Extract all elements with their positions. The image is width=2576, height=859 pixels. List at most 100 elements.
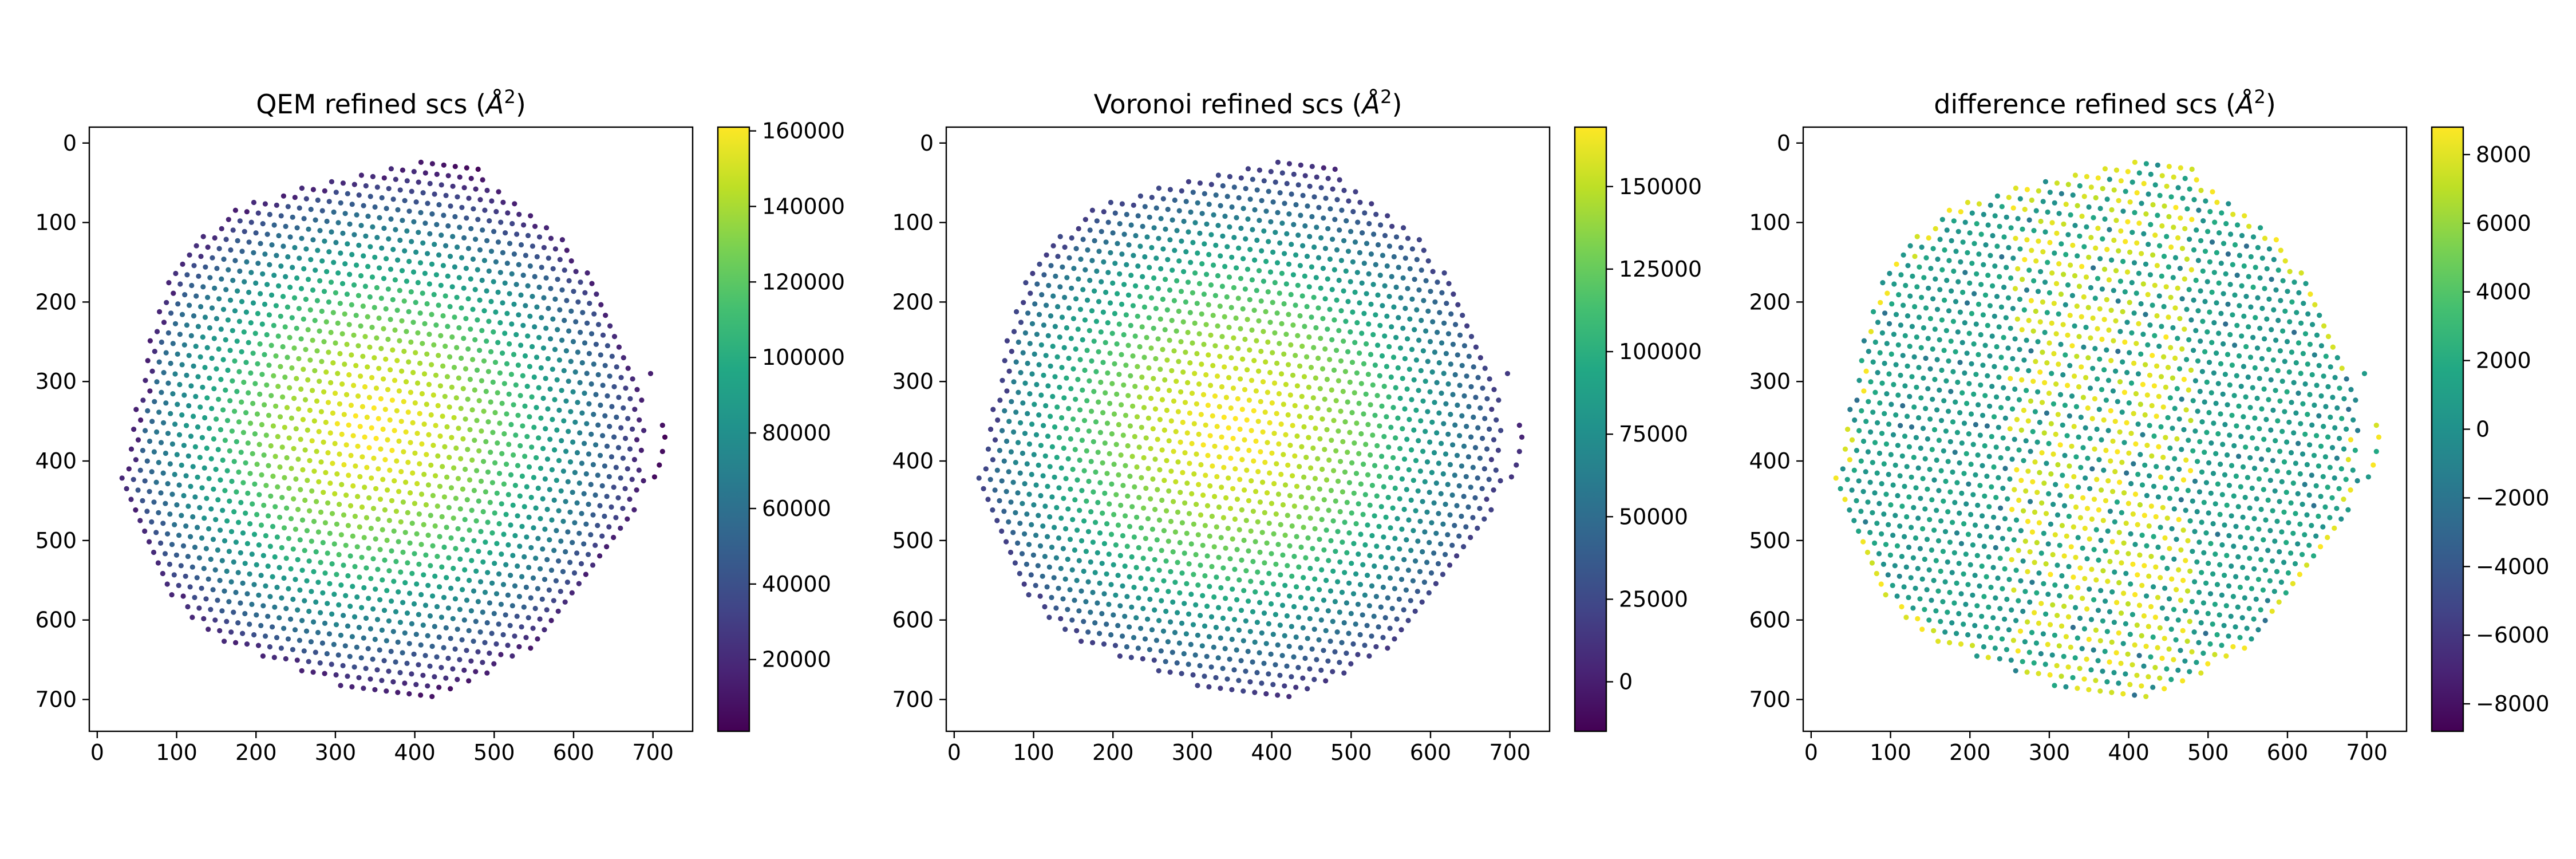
data-point bbox=[513, 282, 519, 287]
data-point bbox=[369, 325, 375, 330]
data-point bbox=[1181, 651, 1187, 657]
data-point bbox=[245, 440, 251, 446]
data-point bbox=[1100, 360, 1106, 365]
data-point bbox=[565, 529, 571, 535]
data-point bbox=[1269, 400, 1275, 406]
data-point bbox=[1980, 463, 1985, 468]
data-point bbox=[1151, 225, 1157, 231]
data-point bbox=[509, 220, 515, 227]
data-point bbox=[1332, 267, 1337, 273]
data-point bbox=[1290, 473, 1295, 479]
data-point bbox=[223, 287, 229, 293]
data-point bbox=[480, 177, 485, 183]
data-point bbox=[341, 562, 346, 568]
data-point bbox=[437, 584, 442, 590]
data-point bbox=[241, 329, 247, 335]
data-point bbox=[346, 472, 351, 478]
data-point bbox=[289, 466, 294, 471]
data-point bbox=[443, 625, 449, 631]
data-point bbox=[461, 285, 467, 291]
data-point bbox=[333, 340, 338, 346]
data-point bbox=[604, 494, 610, 499]
data-point bbox=[1156, 568, 1162, 573]
data-point bbox=[180, 543, 187, 549]
data-point bbox=[454, 345, 460, 350]
data-point bbox=[274, 253, 279, 258]
data-point bbox=[341, 412, 347, 417]
data-point bbox=[1148, 396, 1154, 401]
data-point bbox=[244, 591, 250, 597]
data-point bbox=[470, 306, 476, 312]
data-point bbox=[1290, 423, 1295, 428]
data-point bbox=[560, 569, 566, 574]
data-point bbox=[2075, 203, 2080, 208]
data-point bbox=[2084, 174, 2089, 179]
data-point bbox=[1425, 409, 1431, 415]
data-point bbox=[1112, 210, 1118, 216]
data-point bbox=[290, 214, 295, 220]
data-point bbox=[1993, 545, 1998, 551]
data-point bbox=[2009, 406, 2016, 412]
data-point bbox=[1229, 204, 1235, 210]
data-point bbox=[544, 225, 550, 231]
data-point bbox=[1480, 435, 1485, 442]
data-point bbox=[274, 202, 279, 208]
data-point bbox=[218, 527, 223, 533]
data-point bbox=[1985, 655, 1991, 660]
data-point bbox=[1283, 381, 1289, 388]
data-point bbox=[202, 415, 208, 421]
data-point bbox=[405, 409, 411, 415]
data-point bbox=[1382, 233, 1388, 238]
data-point bbox=[1942, 629, 1948, 635]
data-point bbox=[1319, 416, 1325, 422]
data-point bbox=[273, 403, 279, 409]
data-point bbox=[155, 560, 161, 566]
data-point bbox=[503, 230, 508, 236]
data-point bbox=[546, 305, 551, 312]
chart-panel-2: 0 100 200 300 400 500 600 700010020030040050060… bbox=[892, 86, 1702, 765]
data-point bbox=[1125, 493, 1131, 499]
data-point bbox=[535, 485, 541, 491]
data-point bbox=[588, 331, 595, 337]
data-point bbox=[1915, 566, 1921, 572]
data-point bbox=[1036, 362, 1042, 368]
data-point bbox=[1933, 558, 1939, 564]
data-point bbox=[1956, 610, 1962, 617]
data-point bbox=[1279, 602, 1286, 608]
data-point bbox=[2114, 600, 2120, 605]
data-point bbox=[1112, 310, 1117, 317]
data-point bbox=[1029, 421, 1035, 427]
data-point bbox=[371, 455, 377, 461]
data-point bbox=[536, 435, 542, 441]
data-point bbox=[1945, 509, 1951, 515]
data-point bbox=[1412, 327, 1417, 333]
data-point bbox=[1158, 648, 1164, 654]
data-point bbox=[1105, 370, 1111, 376]
data-point bbox=[1430, 269, 1436, 274]
data-point bbox=[1181, 269, 1187, 274]
data-point bbox=[1974, 603, 1980, 609]
data-point bbox=[1095, 450, 1101, 455]
data-point bbox=[1175, 409, 1181, 415]
data-point bbox=[246, 289, 252, 295]
data-point bbox=[231, 509, 237, 515]
data-point bbox=[1033, 482, 1039, 488]
data-point bbox=[1176, 308, 1182, 314]
data-point bbox=[1194, 401, 1199, 407]
data-point bbox=[488, 450, 493, 455]
data-point bbox=[2112, 569, 2117, 575]
data-point bbox=[1315, 255, 1322, 261]
data-point bbox=[2007, 476, 2013, 482]
data-point bbox=[385, 387, 391, 392]
data-point bbox=[2072, 373, 2077, 379]
data-point bbox=[219, 226, 224, 231]
data-point bbox=[306, 226, 311, 232]
data-point bbox=[1148, 345, 1154, 351]
data-point bbox=[1072, 597, 1077, 603]
data-point bbox=[1498, 428, 1504, 434]
data-point bbox=[1391, 254, 1397, 259]
data-point bbox=[507, 241, 513, 246]
data-point bbox=[2099, 487, 2104, 493]
data-point bbox=[459, 637, 465, 643]
data-point bbox=[604, 544, 610, 550]
